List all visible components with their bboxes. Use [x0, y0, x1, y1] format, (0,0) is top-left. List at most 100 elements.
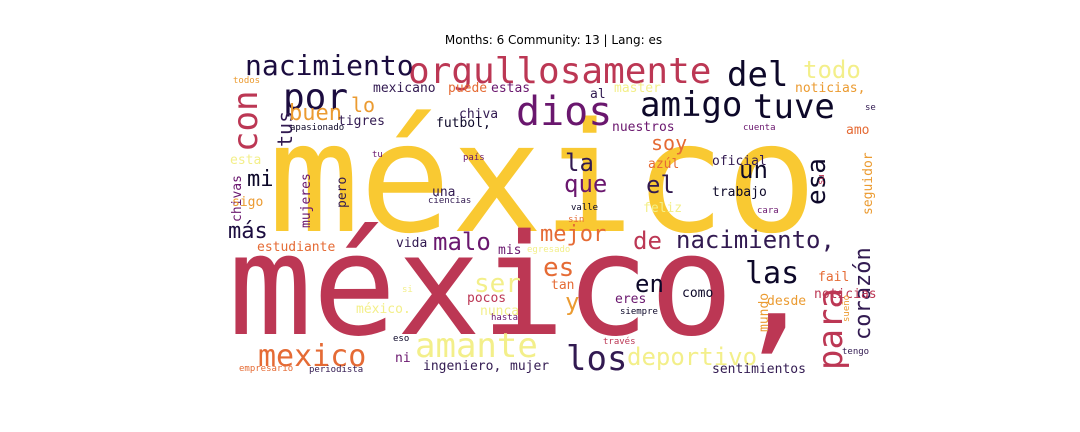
word-72: mis	[498, 243, 521, 258]
word-45: futbol,	[436, 116, 491, 131]
word-5: todo	[803, 56, 861, 84]
word-4: del	[727, 55, 788, 95]
word-2: orgullosamente	[408, 51, 711, 92]
word-63: una	[432, 185, 455, 200]
word-90: través	[603, 336, 636, 347]
word-92: mujer	[510, 359, 549, 374]
word-32: en	[635, 270, 664, 298]
word-52: esta	[230, 153, 261, 168]
word-25: nacimiento,	[676, 226, 835, 254]
word-84: méxico.	[356, 302, 411, 317]
word-8: amigo	[640, 85, 742, 125]
word-69: sigo	[232, 195, 263, 210]
word-37: mexicano	[373, 81, 436, 96]
word-66: feliz	[643, 201, 682, 216]
word-79: tan	[551, 278, 574, 293]
word-42: noticias,	[795, 81, 865, 96]
word-81: nunca	[480, 304, 519, 319]
word-60: chivas	[230, 175, 245, 222]
word-46: nuestros	[612, 120, 675, 135]
word-27: corazón	[851, 247, 876, 340]
word-57: trabajo	[712, 185, 767, 200]
word-13: buen	[289, 101, 342, 126]
word-0: méxico	[268, 90, 817, 267]
word-47: apasionado	[290, 123, 344, 133]
word-56: oficial	[712, 154, 767, 169]
word-33: mexico	[258, 339, 366, 374]
word-55: azúl	[648, 157, 679, 172]
word-95: sentimientos	[712, 362, 806, 377]
word-6: por	[283, 77, 348, 118]
word-3: nacimiento	[245, 49, 414, 82]
word-50: amo	[846, 123, 869, 138]
word-83: como	[682, 286, 713, 301]
word-64: ciencias	[428, 196, 471, 206]
word-85: si	[402, 285, 413, 295]
word-22: malo	[433, 228, 491, 256]
word-31: y	[565, 288, 579, 316]
word-49: se	[865, 103, 876, 113]
word-39: estas	[491, 81, 530, 96]
word-76: desde	[767, 294, 806, 309]
word-82: eres	[615, 292, 646, 307]
word-48: cuenta	[743, 123, 776, 133]
word-20: mi	[247, 167, 274, 192]
word-94: periodista	[309, 365, 363, 375]
word-80: pocos	[467, 291, 506, 306]
word-75: noticias	[814, 287, 877, 302]
word-53: tu	[372, 150, 383, 160]
chart-title: Months: 6 Community: 13 | Lang: es	[444, 33, 663, 47]
word-10: dios	[516, 89, 612, 135]
word-11: tus	[273, 111, 297, 147]
word-38: puede	[448, 81, 487, 96]
word-78: sueño	[842, 295, 852, 322]
word-59: seguidor	[861, 152, 876, 215]
word-17: esa	[802, 158, 832, 205]
word-51: todos	[233, 76, 260, 86]
word-77: mundo	[757, 293, 772, 332]
word-26: para	[811, 288, 851, 370]
word-15: la	[565, 149, 594, 177]
word-35: los	[566, 339, 627, 379]
word-73: egresado	[527, 245, 570, 255]
word-96: tengo	[842, 347, 869, 357]
word-67: sin	[568, 215, 584, 225]
word-93: empresario	[239, 364, 293, 374]
word-86: hasta	[491, 313, 518, 323]
word-23: mejor	[540, 222, 606, 247]
word-7: con	[226, 91, 266, 152]
word-40: al	[590, 87, 606, 102]
word-54: país	[463, 153, 485, 163]
word-29: es	[543, 253, 574, 283]
word-28: las	[745, 256, 799, 291]
word-71: vida	[396, 236, 427, 251]
word-61: mujeres	[299, 173, 314, 228]
word-43: chiva	[459, 107, 498, 122]
word-14: soy	[651, 131, 687, 155]
word-88: eso	[393, 334, 409, 344]
word-68: cara	[757, 206, 779, 216]
word-19: el	[646, 171, 675, 199]
word-34: amante	[415, 326, 538, 366]
word-74: fail	[818, 270, 849, 285]
word-24: de	[633, 227, 662, 255]
word-87: siempre	[620, 307, 658, 317]
word-65: valle	[571, 203, 598, 213]
word-91: ingeniero,	[423, 359, 501, 374]
word-62: pero	[335, 177, 350, 208]
word-58: su	[817, 174, 827, 185]
word-12: lo	[351, 93, 375, 117]
word-1: méxico,	[228, 205, 818, 368]
word-9: tuve	[753, 87, 835, 127]
word-89: ni	[395, 351, 411, 366]
word-36: deportivo	[627, 343, 757, 371]
word-16: un	[739, 156, 768, 184]
word-30: ser	[474, 269, 521, 299]
word-21: más	[228, 219, 268, 244]
word-18: que	[564, 170, 607, 198]
word-41: master	[614, 81, 661, 96]
word-70: estudiante	[257, 240, 335, 255]
word-44: tigres	[338, 114, 385, 129]
